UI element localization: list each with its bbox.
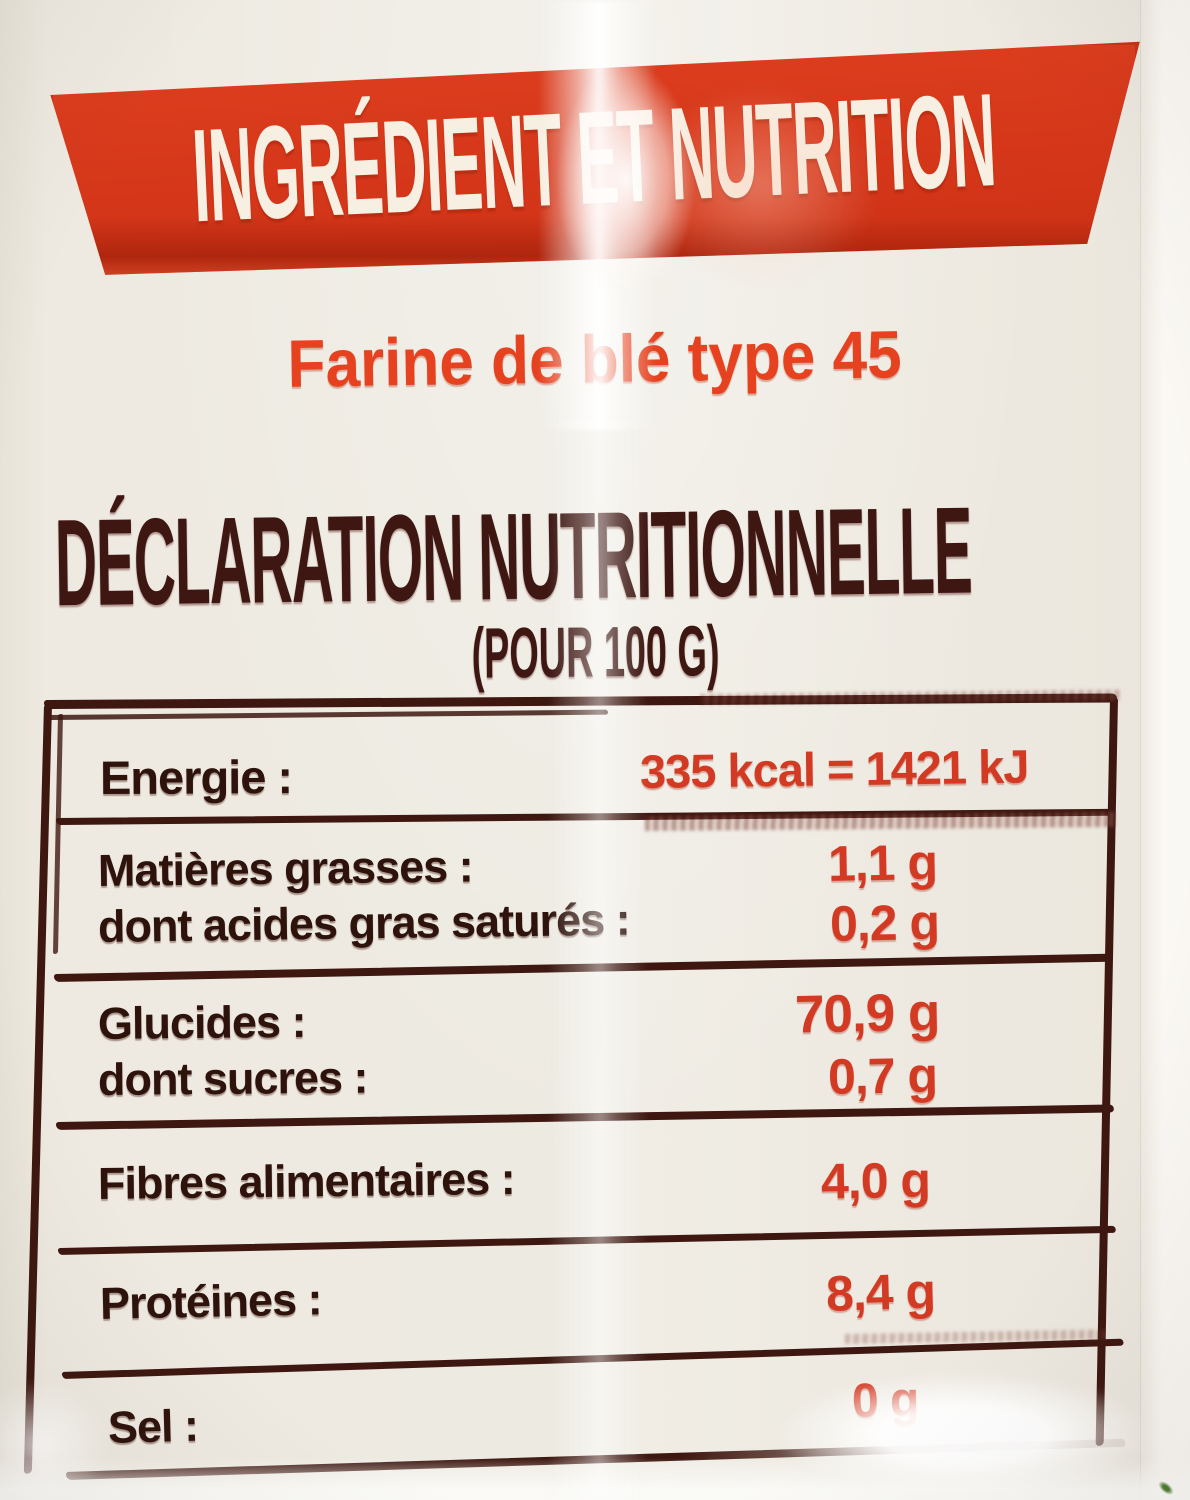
table-border-left — [23, 703, 52, 1474]
value-acides-gras-satures: 0,2 g — [829, 894, 940, 952]
label-energie: Energie : — [99, 749, 293, 804]
row-divider-fibres — [57, 1225, 1116, 1255]
row-divider-matieres-grasses — [53, 953, 1112, 982]
value-sucres: 0,7 g — [827, 1047, 938, 1105]
value-fibres: 4,0 g — [820, 1152, 931, 1210]
label-proteines: Protéines : — [99, 1273, 323, 1329]
value-glucides: 70,9 g — [794, 983, 940, 1045]
table-border-left-double — [52, 713, 63, 954]
row-divider-proteines — [61, 1338, 1124, 1379]
label-fibres: Fibres alimentaires : — [97, 1152, 515, 1209]
value-sel: 0 g — [850, 1373, 919, 1429]
line-smudge-energie — [644, 811, 1116, 831]
value-matieres-grasses: 1,1 g — [827, 834, 938, 892]
label-matieres-grasses: Matières grasses : — [97, 840, 473, 896]
row-divider-glucides — [55, 1104, 1114, 1130]
table-border-top-double — [47, 709, 608, 720]
label-acides-gras-satures: dont acides gras saturés : — [97, 893, 631, 952]
label-glucides: Glucides : — [97, 995, 306, 1049]
label-sel: Sel : — [107, 1399, 199, 1453]
value-proteines: 8,4 g — [825, 1263, 936, 1322]
label-sucres: dont sucres : — [97, 1051, 368, 1105]
value-energie: 335 kcal = 1421 kJ — [639, 739, 1029, 798]
table-border-bottom — [65, 1438, 1126, 1480]
